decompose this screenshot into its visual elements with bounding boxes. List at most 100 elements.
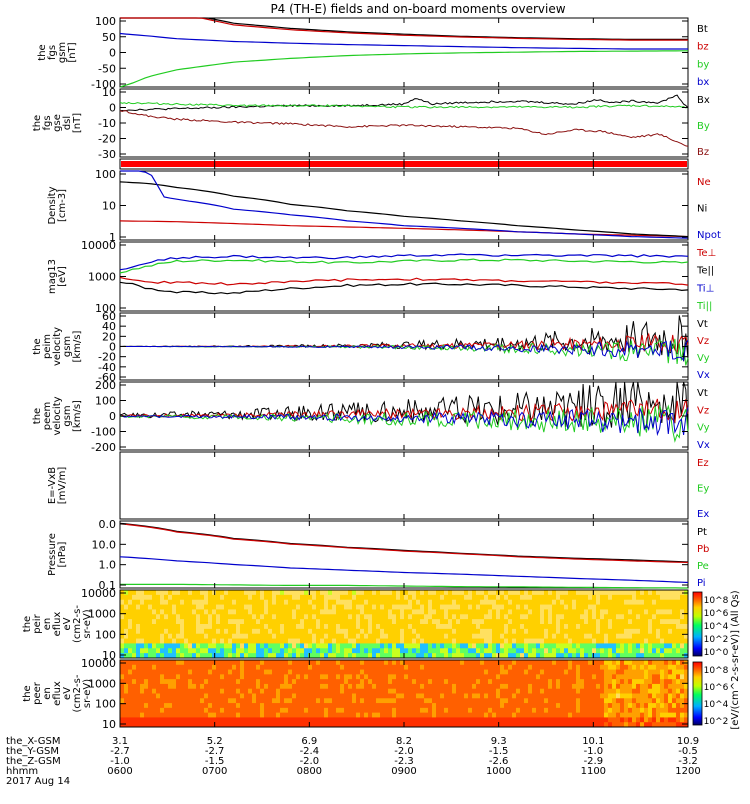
spectrogram-cell [464,664,469,671]
spectrogram-cell [668,643,673,649]
spectrogram-cell [448,653,453,659]
spectrogram-cell [384,688,389,694]
spectrogram-cell [476,614,481,620]
spectrogram-cell [564,679,569,685]
spectrogram-cell [380,683,385,690]
y-axis-label: en [42,687,53,700]
spectrogram-cell [168,604,173,610]
spectrogram-cell [512,619,517,625]
spectrogram-cell [152,707,157,714]
spectrogram-cell [244,674,249,680]
spectrogram-cell [548,698,553,704]
spectrogram-cell [600,679,605,685]
spectrogram-cell [488,717,493,723]
spectrogram-cell [416,669,421,675]
spectrogram-cell [616,688,621,694]
spectrogram-cell [616,722,621,728]
spectrogram-cell [408,633,413,640]
spectrogram-cell [304,604,309,610]
spectrogram-cell [376,643,381,649]
spectrogram-cell [508,707,513,714]
spectrogram-cell [220,619,225,625]
spectrogram-cell [324,717,329,723]
footer-cell: -2.0 [300,756,320,767]
spectrogram-cell [244,624,249,630]
spectrogram-cell [612,609,617,615]
spectrogram-cell [128,624,133,630]
y-axis-label: E=-VxB [47,467,58,504]
spectrogram-cell [316,722,321,728]
spectrogram-cell [272,643,277,649]
spectrogram-cell [612,604,617,610]
spectrogram-cell [388,604,393,610]
spectrogram-cell [356,599,361,606]
spectrogram-cell [240,674,245,680]
spectrogram-cell [652,594,657,601]
spectrogram-cell [464,619,469,625]
spectrogram-cell [236,712,241,718]
spectrogram-cell [220,698,225,704]
spectrogram-cell [316,674,321,680]
spectrogram-cell [168,660,173,666]
spectrogram-cell [516,674,521,680]
spectrogram-cell [500,594,505,601]
spectrogram-cell [340,599,345,606]
spectrogram-cell [324,660,329,666]
spectrogram-cell [572,648,577,654]
spectrogram-cell [120,638,125,644]
spectrogram-cell [276,609,281,615]
spectrogram-cell [404,609,409,615]
spectrogram-cell [608,688,613,694]
spectrogram-cell [324,698,329,704]
spectrogram-cell [448,614,453,620]
spectrogram-cell [336,712,341,718]
spectrogram-cell [264,722,269,728]
y-axis-label: sr-eV) [82,609,93,638]
spectrogram-cell [220,633,225,640]
spectrogram-cell [652,614,657,620]
spectrogram-cell [424,648,429,654]
spectrogram-cell [568,624,573,630]
spectrogram-cell [424,722,429,728]
spectrogram-cell [256,693,261,699]
spectrogram-cell [264,698,269,704]
spectrogram-cell [372,614,377,620]
spectrogram-cell [184,643,189,649]
spectrogram-cell [276,660,281,666]
spectrogram-cell [252,643,257,649]
spectrogram-cell [392,619,397,625]
spectrogram-cell [292,599,297,606]
spectrogram-cell [548,722,553,728]
spectrogram-cell [344,698,349,704]
spectrogram-cell [412,599,417,606]
spectrogram-cell [264,674,269,680]
spectrogram-cell [668,604,673,610]
spectrogram-cell [596,594,601,601]
spectrogram-cell [272,688,277,694]
spectrogram-cell [500,679,505,685]
spectrogram-cell [508,664,513,671]
spectrogram-cell [464,628,469,635]
spectrogram-cell [324,638,329,644]
spectrogram-cell [340,590,345,596]
spectrogram-cell [504,717,509,723]
spectrogram-cell [576,599,581,606]
spectrogram-cell [276,619,281,625]
colorbar-tick-label: 10^4 [704,622,729,632]
spectrogram-cell [536,648,541,654]
spectrogram-cell [628,669,633,675]
spectrogram-cell [628,628,633,635]
spectrogram-cell [616,707,621,714]
spectrogram-cell [620,698,625,704]
spectrogram-cell [232,624,237,630]
spectrogram-cell [276,643,281,649]
spectrogram-cell [448,643,453,649]
spectrogram-cell [400,712,405,718]
spectrogram-cell [324,664,329,671]
spectrogram-cell [440,674,445,680]
spectrogram-cell [264,633,269,640]
spectrogram-cell [640,707,645,714]
spectrogram-cell [628,707,633,714]
spectrogram-cell [488,664,493,671]
spectrogram-cell [604,648,609,654]
